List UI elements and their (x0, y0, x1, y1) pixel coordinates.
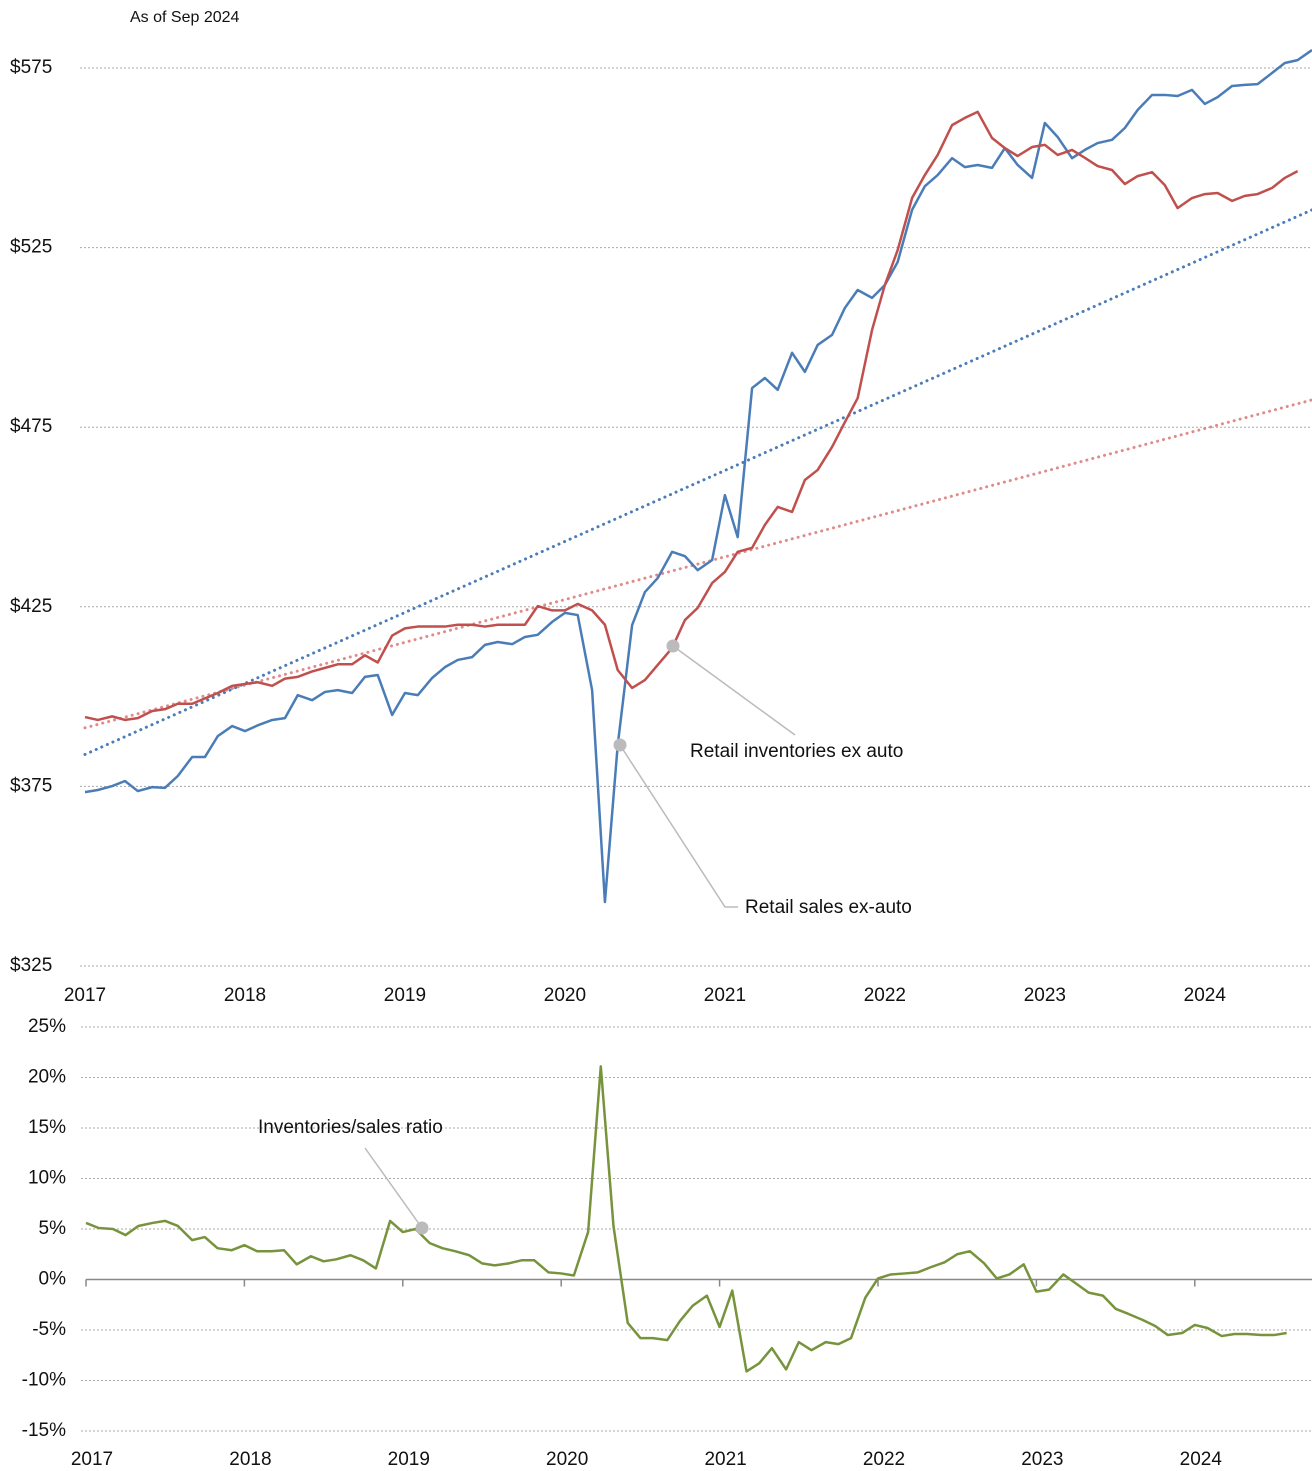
x-tick-label: 2023 (1024, 985, 1066, 1006)
series-line (84, 49, 1312, 904)
y-tick-label: $325 (10, 955, 52, 976)
x-tick-label: 2022 (864, 985, 906, 1006)
y-tick-label: $375 (10, 775, 52, 796)
annotation-leader (672, 645, 796, 736)
y-tick-label: $525 (10, 237, 52, 258)
x-tick-label: 2017 (71, 1449, 113, 1470)
series-line (85, 1065, 1287, 1373)
x-tick-label: 2024 (1184, 985, 1227, 1006)
annotation-dot (666, 639, 680, 653)
y-tick-label: 10% (28, 1168, 66, 1189)
x-tick-label: 2019 (388, 1449, 430, 1470)
y-tick-label: -10% (22, 1370, 66, 1391)
chart-title: As of Sep 2024 (130, 9, 240, 26)
y-tick-label: -15% (22, 1420, 66, 1441)
trend-line (83, 398, 1312, 730)
annotation: Inventories/sales ratio (258, 1117, 443, 1138)
annotation-leader (364, 1147, 423, 1229)
y-tick-label: -5% (32, 1319, 66, 1340)
y-tick-label: $475 (10, 416, 52, 437)
x-tick-label: 2022 (863, 1449, 905, 1470)
trend-line (83, 208, 1312, 756)
annotation: Retail sales ex-auto (745, 897, 912, 918)
y-tick-label: 20% (28, 1067, 66, 1088)
annotation: Retail inventories ex auto (690, 741, 903, 762)
annotation-dot (415, 1221, 429, 1235)
x-tick-label: 2024 (1180, 1449, 1223, 1470)
x-tick-label: 2020 (546, 1449, 588, 1470)
x-tick-label: 2021 (704, 1449, 746, 1470)
x-tick-label: 2020 (544, 985, 586, 1006)
series-line (84, 110, 1299, 722)
x-tick-label: 2021 (704, 985, 746, 1006)
y-tick-label: 15% (28, 1117, 66, 1138)
y-tick-label: 25% (28, 1016, 66, 1037)
y-tick-label: $425 (10, 596, 52, 617)
x-tick-label: 2018 (229, 1449, 271, 1470)
annotation-dot (613, 738, 627, 752)
y-tick-label: 0% (39, 1269, 67, 1290)
x-tick-label: 2023 (1021, 1449, 1063, 1470)
x-tick-label: 2019 (384, 985, 426, 1006)
x-tick-label: 2018 (224, 985, 266, 1006)
x-tick-label: 2017 (64, 985, 106, 1006)
y-tick-label: 5% (39, 1218, 67, 1239)
annotation-leader (619, 744, 738, 908)
y-tick-label: $575 (10, 57, 52, 78)
